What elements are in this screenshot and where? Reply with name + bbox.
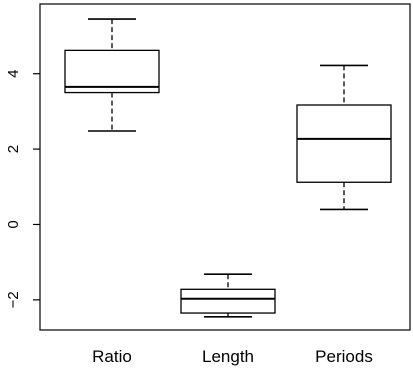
box-group — [180, 273, 276, 318]
x-category-label: Length — [202, 347, 254, 366]
y-tick-label: 2 — [5, 145, 22, 153]
x-category-label: Ratio — [92, 347, 132, 366]
box-group — [296, 64, 392, 211]
x-axis-labels: Ratio Length Periods — [92, 347, 373, 366]
iqr-box — [64, 49, 160, 94]
y-tick-label: −2 — [5, 291, 22, 308]
x-category-label: Periods — [315, 347, 373, 366]
box-group — [64, 18, 160, 132]
boxes-layer — [64, 18, 392, 318]
iqr-box — [180, 288, 276, 314]
iqr-box — [296, 104, 392, 183]
y-tick-label: 4 — [5, 70, 22, 78]
y-axis: −2 0 2 4 — [5, 70, 40, 308]
plot-frame — [39, 3, 411, 331]
y-tick-label: 0 — [5, 220, 22, 228]
